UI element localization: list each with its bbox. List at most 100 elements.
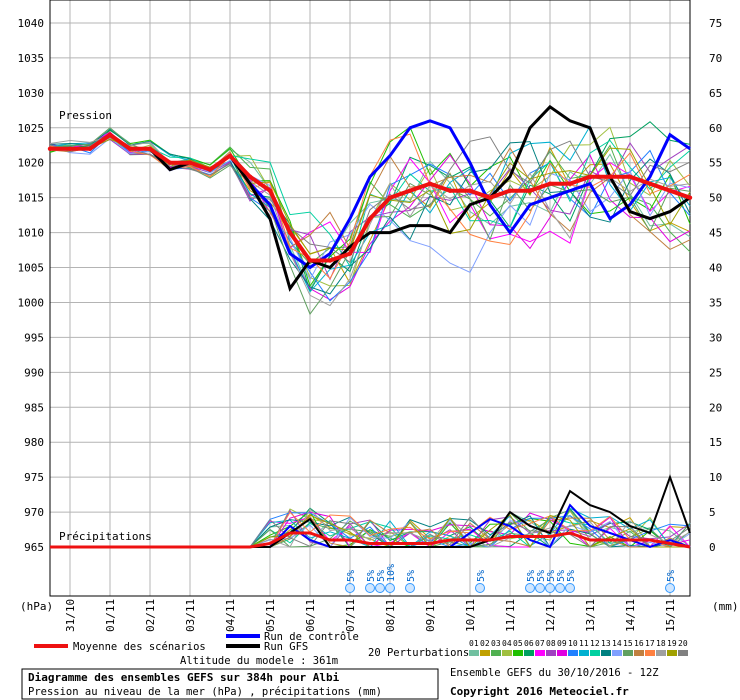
- snow-percent-label: 5%: [366, 570, 377, 582]
- perturbation-swatch: [623, 650, 633, 656]
- left-tick-label: 1040: [18, 17, 45, 30]
- left-axis-unit: (hPa): [20, 600, 53, 613]
- perturbation-swatch: [557, 650, 567, 656]
- perturbation-id-label: 19: [667, 639, 677, 648]
- perturbation-swatch: [645, 650, 655, 656]
- perturbation-swatch: [513, 650, 523, 656]
- footer-subtitle: Pression au niveau de la mer (hPa) , pré…: [28, 686, 382, 698]
- x-tick-label: 02/11: [144, 599, 157, 632]
- snow-percent-label: 5%: [476, 570, 487, 582]
- snowflake-icon: [555, 583, 565, 593]
- perturbation-20-pressure: [49, 132, 691, 264]
- mean-point: [667, 188, 673, 193]
- perturbation-swatch: [491, 650, 501, 656]
- perturbation-id-label: 18: [656, 639, 666, 648]
- right-tick-label: 20: [709, 401, 722, 414]
- x-tick-label: 01/11: [104, 599, 117, 632]
- mean-point: [167, 160, 173, 165]
- snow-percent-label: 5%: [666, 570, 677, 582]
- right-tick-label: 0: [709, 541, 716, 554]
- footer-run: Ensemble GEFS du 30/10/2016 - 12Z: [450, 667, 659, 679]
- mean-point: [367, 216, 373, 221]
- left-tick-label: 985: [24, 401, 44, 414]
- left-axis-ticks: 1040 1035 1030 1025 1020 1015 1010 1005 1000 995 9…: [18, 17, 45, 554]
- legend-mean-label: Moyenne des scénarios: [73, 641, 206, 653]
- mean-point: [487, 195, 493, 200]
- x-axis-ticks: 31/10 01/11 02/11 03/11 04/11 05/11 06/11 07/11…: [64, 599, 677, 632]
- mean-point: [547, 181, 553, 186]
- perturbation-swatch: [502, 650, 512, 656]
- mean-point: [107, 132, 113, 137]
- perturbation-swatch: [469, 650, 479, 656]
- right-tick-label: 60: [709, 122, 722, 135]
- snowflake-icon: [665, 583, 675, 593]
- mean-point: [207, 167, 213, 172]
- right-tick-label: 50: [709, 192, 722, 205]
- x-tick-label: 07/11: [344, 599, 357, 632]
- x-tick-label: 11/11: [504, 599, 517, 632]
- perturbation-id-label: 07: [535, 639, 545, 648]
- snowflake-icon: [565, 583, 575, 593]
- perturbation-id-label: 12: [590, 639, 600, 648]
- perturbation-swatch: [656, 650, 666, 656]
- mean-point: [627, 174, 633, 179]
- snowflake-icon: [385, 583, 395, 593]
- left-tick-label: 1030: [18, 87, 45, 100]
- perturbation-id-label: 06: [524, 639, 534, 648]
- mean-point: [527, 188, 533, 193]
- perturbation-id-label: 09: [557, 639, 567, 648]
- moyenne-des-sc-narios-precip-line: [50, 531, 691, 549]
- main-series: [47, 104, 693, 549]
- snow-percent-label: 5%: [526, 570, 537, 582]
- pressure-panel-label: Pression: [59, 109, 112, 122]
- snow-percent-label: 5%: [566, 570, 577, 582]
- snow-percent-label: 5%: [346, 570, 357, 582]
- mean-point: [187, 160, 193, 165]
- right-tick-label: 40: [709, 262, 722, 275]
- legend-gfs-label: Run GFS: [264, 641, 308, 653]
- mean-point: [507, 188, 513, 193]
- x-tick-label: 15/11: [664, 599, 677, 632]
- perturbation-id-label: 15: [623, 639, 633, 648]
- perturbation-id-label: 01: [469, 639, 479, 648]
- right-tick-label: 70: [709, 52, 722, 65]
- x-tick-label: 03/11: [184, 599, 197, 632]
- snowflake-icon: [365, 583, 375, 593]
- mean-point: [87, 146, 93, 151]
- left-tick-label: 980: [24, 436, 44, 449]
- snow-percent-label: 5%: [536, 570, 547, 582]
- left-tick-label: 970: [24, 506, 44, 519]
- x-tick-label: 14/11: [624, 599, 637, 632]
- perturbation-id-label: 13: [601, 639, 611, 648]
- mean-point: [287, 230, 293, 235]
- x-tick-label: 09/11: [424, 599, 437, 632]
- left-tick-label: 1015: [18, 192, 45, 205]
- footer: Diagramme des ensembles GEFS sur 384h po…: [21, 667, 659, 700]
- left-tick-label: 1000: [18, 296, 45, 309]
- right-tick-label: 75: [709, 17, 722, 30]
- left-tick-label: 990: [24, 366, 44, 379]
- left-tick-label: 965: [24, 541, 44, 554]
- right-tick-label: 55: [709, 157, 722, 170]
- perturbation-id-label: 20: [678, 639, 688, 648]
- perturbation-swatch: [612, 650, 622, 656]
- perturbation-id-label: 02: [480, 639, 490, 648]
- perturbation-swatch: [601, 650, 611, 656]
- mean-point: [67, 146, 73, 151]
- x-tick-label: 12/11: [544, 599, 557, 632]
- snowflake-icon: [545, 583, 555, 593]
- snow-percent-label: 5%: [406, 570, 417, 582]
- perturbation-swatch: [480, 650, 490, 656]
- mean-point: [147, 146, 153, 151]
- mean-point: [447, 188, 453, 193]
- x-tick-label: 10/11: [464, 599, 477, 632]
- right-tick-label: 10: [709, 471, 722, 484]
- mean-point: [327, 258, 333, 263]
- right-tick-label: 35: [709, 296, 722, 309]
- x-tick-label: 06/11: [304, 599, 317, 632]
- perturbation-swatch: [678, 650, 688, 656]
- left-tick-label: 1020: [18, 157, 45, 170]
- x-tick-label: 13/11: [584, 599, 597, 632]
- perturbation-13-pressure: [49, 128, 691, 295]
